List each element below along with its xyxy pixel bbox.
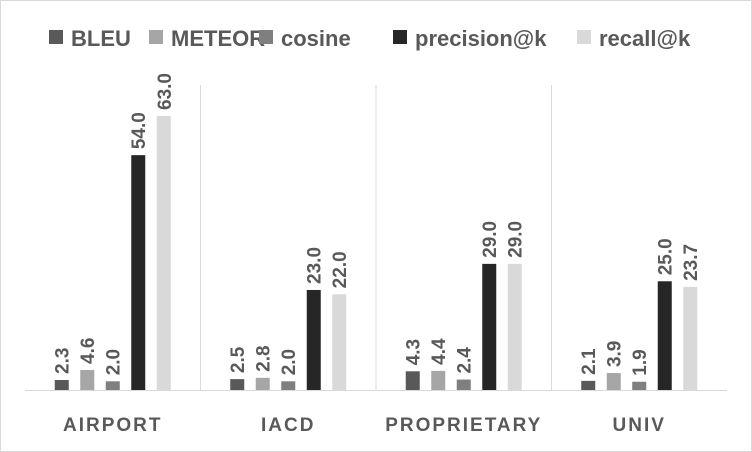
data-label-airport-0: 2.3 [53,348,74,374]
bar-iacd-1 [255,377,270,390]
bar-airport-4 [156,116,171,390]
category-label-iacd: IACD [261,415,315,436]
legend-label-4: recall@k [599,26,691,51]
data-label-univ-1: 3.9 [605,341,626,367]
bar-iacd-2 [281,381,296,390]
data-label-proprietary-0: 4.3 [404,339,425,365]
bar-univ-4 [683,286,698,390]
value-labels: 2.3 4.6 2.054.063.02.5 2.8 2.023.0 22.04.3 4.4… [53,73,703,376]
bar-proprietary-0 [405,371,420,390]
bar-proprietary-1 [431,370,446,390]
legend-label-0: BLEU [71,26,131,51]
bar-airport-0 [54,379,69,390]
legend: BLEU METEOR cosine precision@k recall@k [49,26,691,51]
bar-airport-1 [80,369,95,390]
legend-swatch-0 [49,30,63,44]
bar-proprietary-4 [507,263,522,390]
legend-swatch-3 [393,30,407,44]
bar-airport-3 [131,155,146,390]
data-label-proprietary-2: 2.4 [455,347,476,374]
bar-airport-2 [105,381,120,390]
category-label-airport: AIRPORT [63,415,163,436]
bar-iacd-3 [306,289,321,390]
legend-swatch-4 [577,30,591,44]
legend-label-3: precision@k [415,26,547,51]
bar-univ-2 [632,381,647,390]
category-separators [200,85,552,390]
data-label-airport-4: 63.0 [155,73,176,110]
data-label-iacd-1: 2.8 [254,345,275,371]
data-label-univ-0: 2.1 [579,348,600,375]
data-label-proprietary-4: 29.0 [506,221,527,258]
bar-proprietary-2 [456,379,471,390]
bar-proprietary-3 [482,263,497,390]
data-label-proprietary-1: 4.4 [429,338,450,365]
category-label-proprietary: PROPRIETARY [385,415,542,436]
data-label-iacd-3: 23.0 [305,247,326,284]
data-label-iacd-4: 22.0 [330,251,351,288]
category-labels: AIRPORT IACD PROPRIETARY UNIV [63,415,666,436]
bars [54,116,698,390]
legend-swatch-2 [259,30,273,44]
bar-univ-3 [657,281,672,390]
bar-univ-1 [606,373,621,390]
data-label-airport-2: 2.0 [104,349,125,375]
legend-label-2: cosine [281,26,351,51]
bar-univ-0 [581,380,596,390]
legend-label-1: METEOR [171,26,265,51]
category-label-univ: UNIV [613,415,666,436]
data-label-univ-3: 25.0 [656,238,677,275]
bar-iacd-0 [230,379,245,390]
data-label-iacd-2: 2.0 [279,349,300,375]
data-label-proprietary-3: 29.0 [480,221,501,258]
data-label-univ-4: 23.7 [681,244,702,281]
data-label-airport-1: 4.6 [78,338,99,364]
bar-iacd-4 [332,294,347,390]
data-label-airport-3: 54.0 [129,112,150,149]
data-label-univ-2: 1.9 [630,349,651,375]
legend-swatch-1 [149,30,163,44]
data-label-iacd-0: 2.5 [228,346,249,373]
